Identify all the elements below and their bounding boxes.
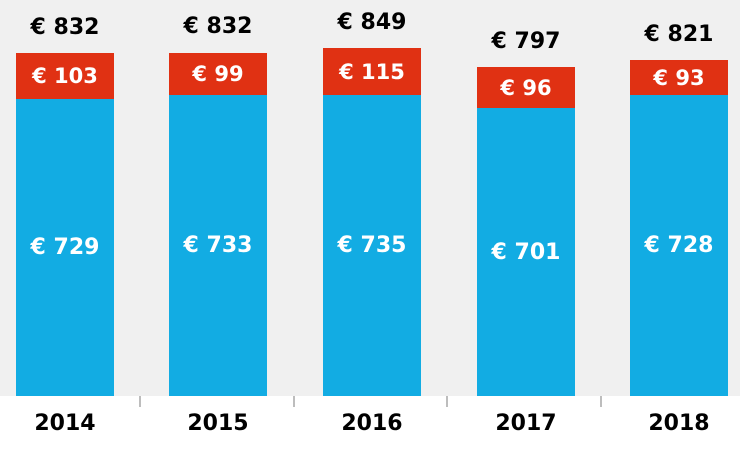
top-value-2014: € 103 — [32, 64, 98, 88]
bar-2015: € 99 € 733 — [169, 53, 267, 396]
bottom-value-2016: € 735 — [337, 233, 407, 258]
x-tick — [293, 396, 295, 407]
bottom-value-2018: € 728 — [644, 233, 714, 258]
total-label-2018: € 821 — [644, 22, 714, 47]
bar-2014: € 103 € 729 — [16, 53, 114, 396]
x-label-2015: 2015 — [187, 411, 249, 436]
total-label-2017: € 797 — [491, 29, 561, 54]
x-label-2017: 2017 — [495, 411, 557, 436]
bottom-value-2017: € 701 — [491, 239, 561, 265]
top-value-2018: € 93 — [653, 65, 705, 90]
x-tick — [446, 396, 448, 407]
total-label-2016: € 849 — [337, 10, 407, 35]
bottom-value-2015: € 733 — [183, 233, 253, 258]
bar-2018: € 93 € 728 — [630, 60, 728, 396]
top-segment-2016: € 115 — [323, 48, 421, 95]
bar-2017: € 96 € 701 — [477, 67, 575, 396]
x-tick — [139, 396, 141, 407]
bottom-segment-2017: € 701 — [477, 108, 575, 396]
x-label-2018: 2018 — [648, 411, 710, 436]
bottom-segment-2015: € 733 — [169, 95, 267, 396]
bottom-segment-2016: € 735 — [323, 95, 421, 396]
x-tick — [600, 396, 602, 407]
top-segment-2018: € 93 — [630, 60, 728, 95]
top-segment-2017: € 96 — [477, 67, 575, 108]
bar-2016: € 115 € 735 — [323, 48, 421, 396]
total-label-2014: € 832 — [30, 15, 100, 40]
total-label-2015: € 832 — [183, 14, 253, 39]
bottom-segment-2018: € 728 — [630, 95, 728, 396]
top-value-2017: € 96 — [500, 75, 552, 100]
top-segment-2014: € 103 — [16, 53, 114, 99]
top-value-2016: € 115 — [339, 59, 405, 84]
bottom-value-2014: € 729 — [30, 235, 100, 260]
top-segment-2015: € 99 — [169, 53, 267, 95]
bottom-segment-2014: € 729 — [16, 99, 114, 396]
x-label-2016: 2016 — [341, 411, 403, 436]
top-value-2015: € 99 — [192, 62, 244, 86]
x-label-2014: 2014 — [34, 411, 96, 436]
